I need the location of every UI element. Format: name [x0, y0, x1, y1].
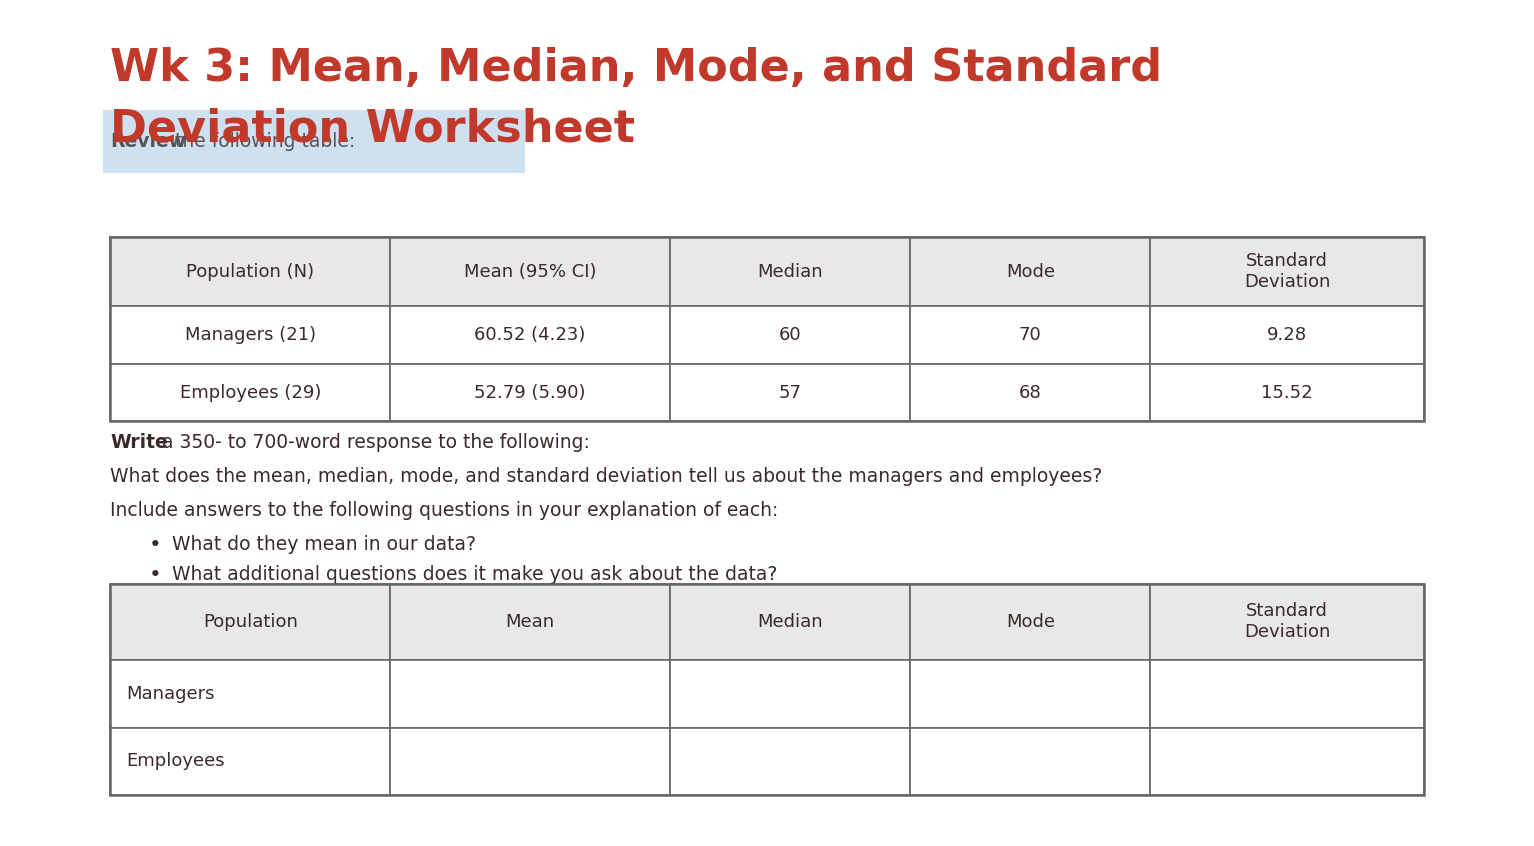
Bar [110, 584, 1424, 795]
Bar [1150, 306, 1424, 364]
Text: 57: 57 [778, 383, 801, 402]
Bar [670, 660, 910, 728]
Bar [910, 237, 1150, 306]
Text: Review: Review [110, 132, 187, 151]
Text: Employees: Employees [126, 752, 224, 771]
Text: Managers (21): Managers (21) [184, 326, 316, 344]
Bar [670, 364, 910, 421]
Bar [910, 584, 1150, 660]
Text: What do they mean in our data?: What do they mean in our data? [172, 535, 476, 553]
Bar [390, 728, 670, 795]
Bar [670, 584, 910, 660]
Text: Mode: Mode [1006, 613, 1055, 631]
Bar [110, 584, 390, 660]
Text: 68: 68 [1019, 383, 1042, 402]
Bar [390, 237, 670, 306]
Bar [910, 306, 1150, 364]
Bar [110, 306, 390, 364]
Bar [110, 660, 390, 728]
Text: Wk 3: Mean, Median, Mode, and Standard: Wk 3: Mean, Median, Mode, and Standard [110, 47, 1163, 90]
Text: the following table:: the following table: [169, 132, 354, 151]
FancyBboxPatch shape [103, 110, 525, 173]
Text: Median: Median [758, 262, 822, 281]
Bar [110, 237, 1424, 421]
Text: 60: 60 [779, 326, 801, 344]
Bar [670, 306, 910, 364]
Text: Employees (29): Employees (29) [179, 383, 321, 402]
Text: 52.79 (5.90): 52.79 (5.90) [474, 383, 586, 402]
Text: Deviation Worksheet: Deviation Worksheet [110, 107, 635, 151]
Text: Population: Population [202, 613, 298, 631]
Text: 15.52: 15.52 [1261, 383, 1313, 402]
Bar [1150, 728, 1424, 795]
Text: Standard
Deviation: Standard Deviation [1244, 252, 1330, 291]
Text: What additional questions does it make you ask about the data?: What additional questions does it make y… [172, 565, 778, 584]
Bar [670, 728, 910, 795]
Text: Write: Write [110, 433, 169, 452]
Text: 70: 70 [1019, 326, 1042, 344]
Bar [110, 364, 390, 421]
Text: Mode: Mode [1006, 262, 1055, 281]
Text: Mean (95% CI): Mean (95% CI) [463, 262, 597, 281]
Bar [1150, 364, 1424, 421]
Bar [390, 660, 670, 728]
Bar [670, 237, 910, 306]
Text: •: • [149, 535, 161, 555]
Text: Mean: Mean [505, 613, 555, 631]
Text: Population (N): Population (N) [186, 262, 314, 281]
Bar [910, 728, 1150, 795]
Text: Include answers to the following questions in your explanation of each:: Include answers to the following questio… [110, 501, 779, 519]
Text: Managers: Managers [126, 684, 215, 703]
Text: Standard
Deviation: Standard Deviation [1244, 602, 1330, 641]
Text: 9.28: 9.28 [1267, 326, 1307, 344]
Bar [390, 364, 670, 421]
Text: 60.52 (4.23): 60.52 (4.23) [474, 326, 586, 344]
Text: •: • [149, 565, 161, 585]
Bar [390, 306, 670, 364]
Bar [110, 237, 390, 306]
Bar [390, 584, 670, 660]
Bar [910, 364, 1150, 421]
Text: Median: Median [758, 613, 822, 631]
Bar [1150, 660, 1424, 728]
Bar [910, 660, 1150, 728]
Text: What does the mean, median, mode, and standard deviation tell us about the manag: What does the mean, median, mode, and st… [110, 467, 1103, 486]
Bar [1150, 237, 1424, 306]
Text: a 350- to 700-word response to the following:: a 350- to 700-word response to the follo… [156, 433, 591, 452]
Bar [1150, 584, 1424, 660]
Bar [110, 728, 390, 795]
